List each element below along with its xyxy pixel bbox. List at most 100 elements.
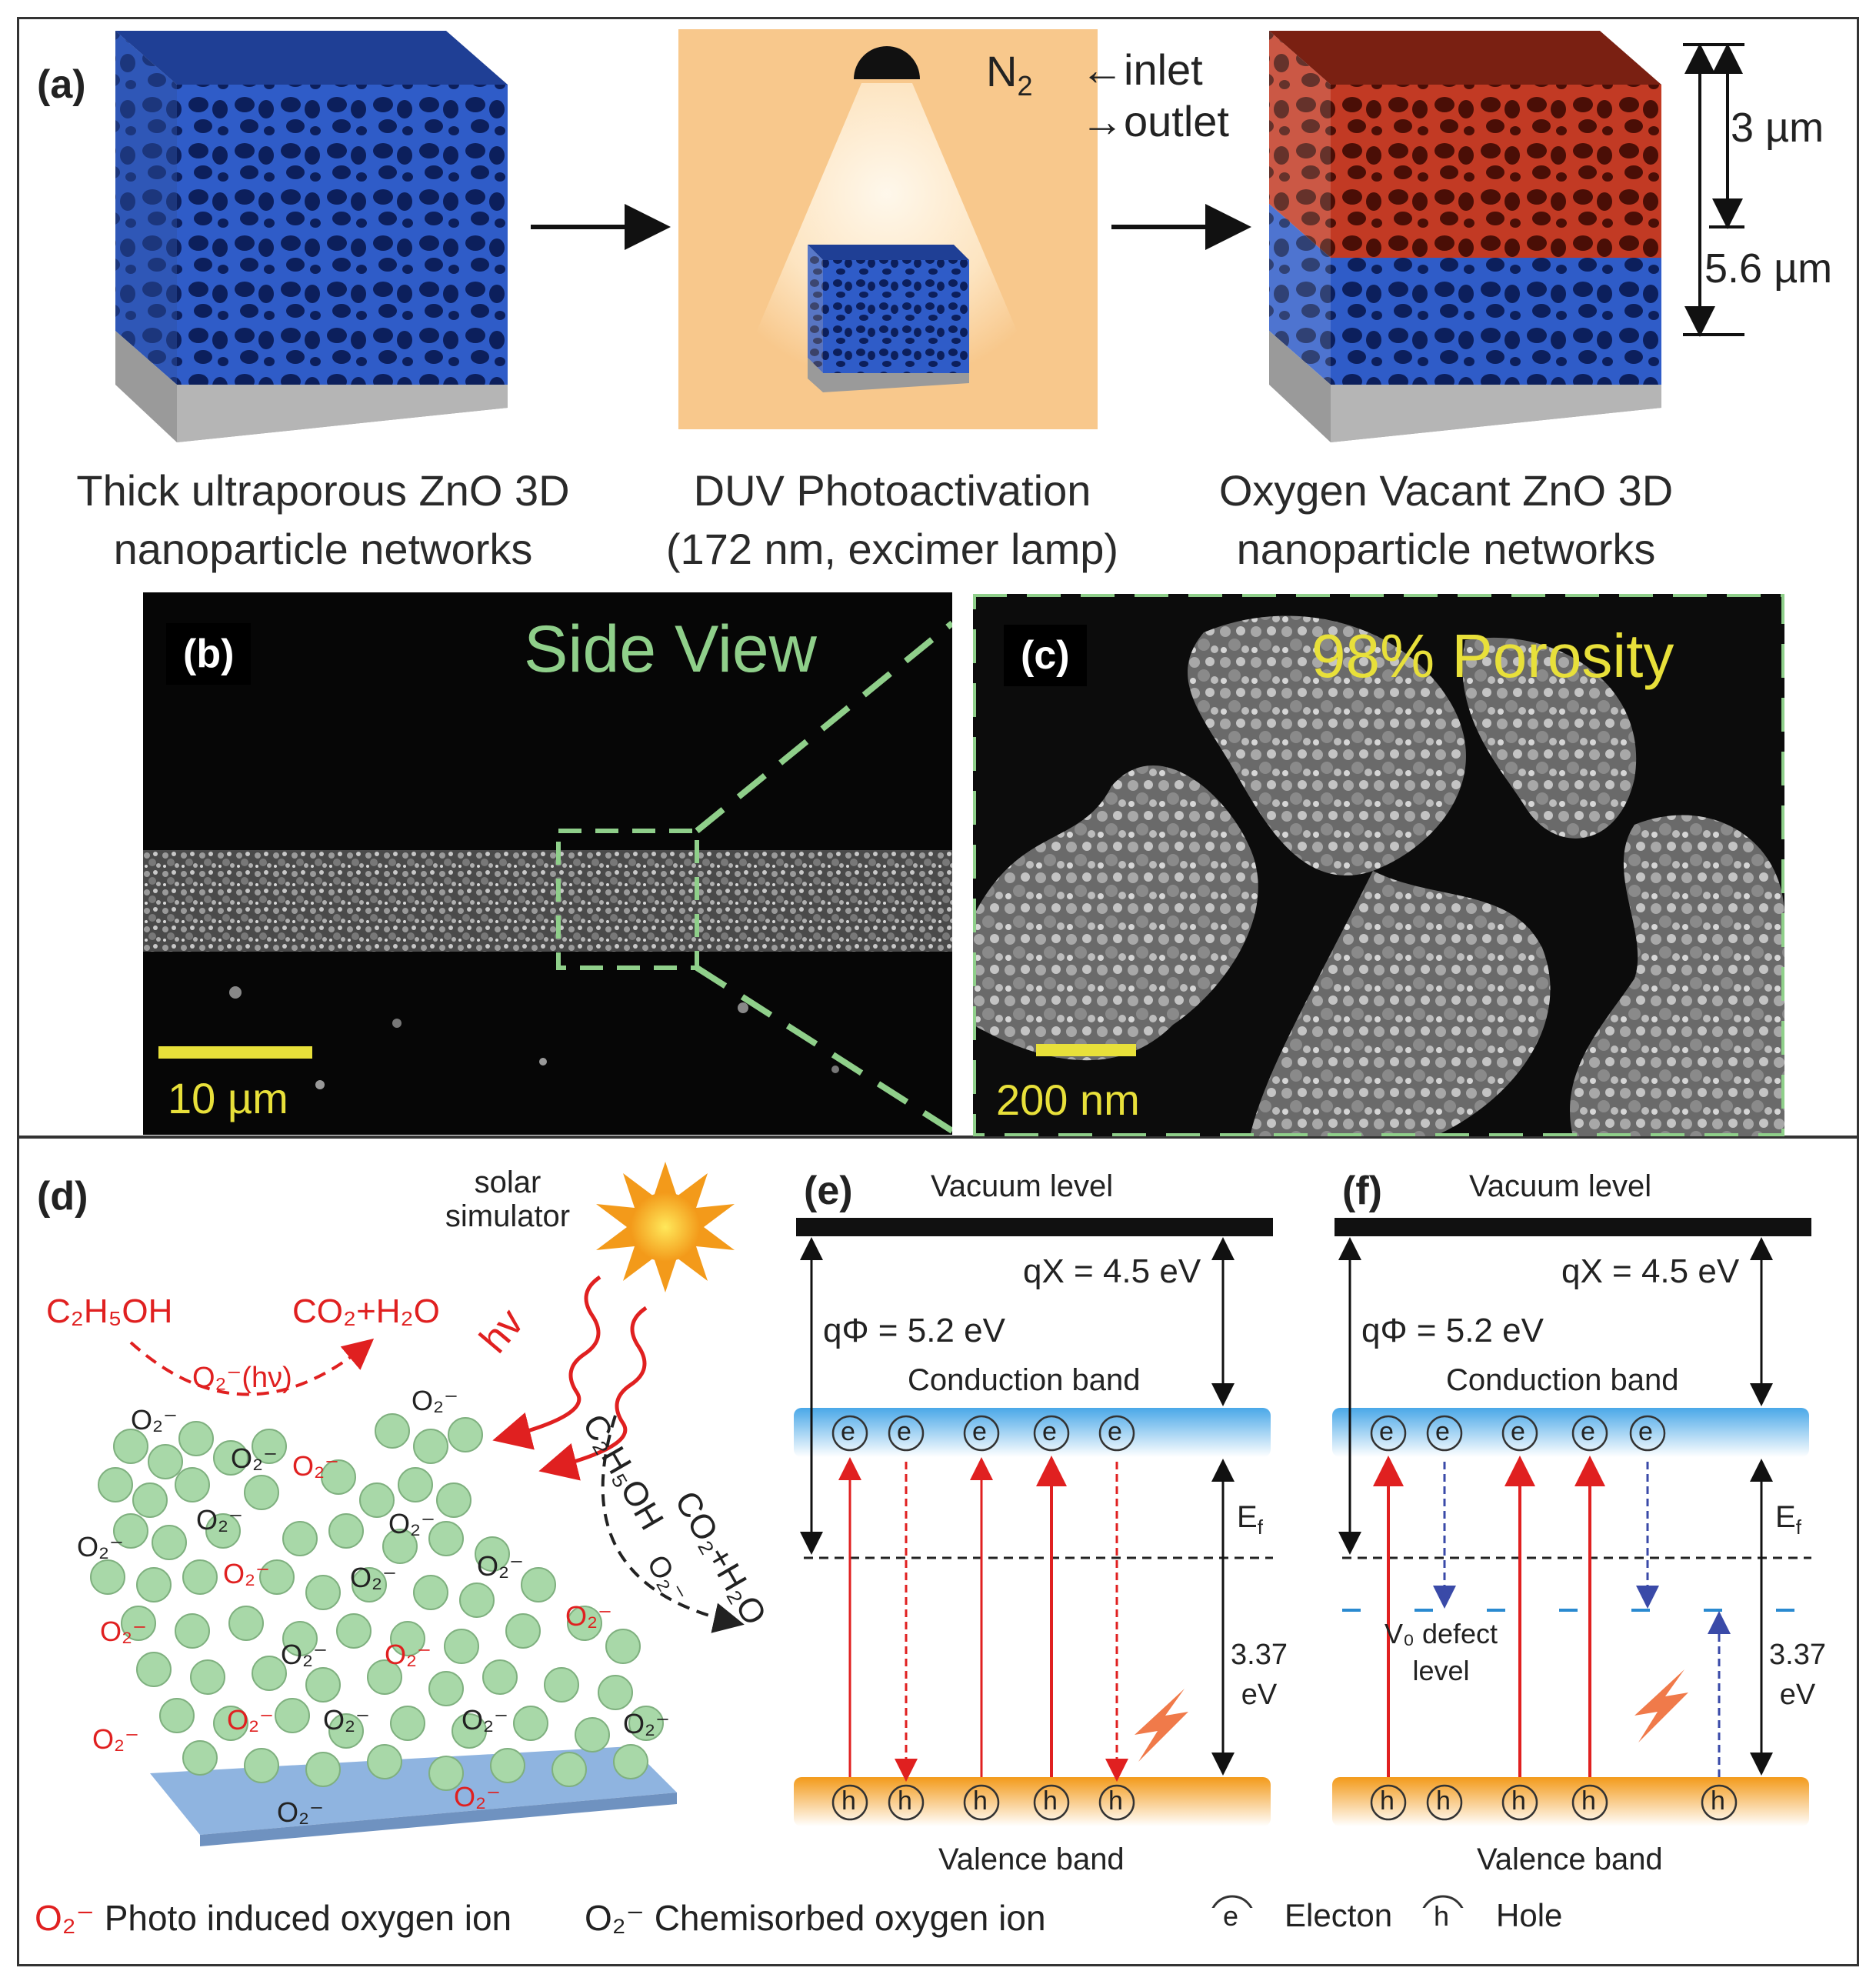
chem-ion-label: O₂⁻ (412, 1385, 458, 1416)
hole-e: h (973, 1786, 988, 1816)
pristine-cube (115, 31, 508, 442)
hole-f: h (1711, 1786, 1725, 1816)
hole-e: h (1108, 1786, 1123, 1816)
inlet-label: ←inlet (1081, 45, 1203, 94)
vacuum-level-f: Vacuum level (1469, 1169, 1652, 1203)
band-diagrams (794, 1218, 1811, 1908)
hole-e: h (898, 1786, 912, 1816)
electron-f: e (1581, 1417, 1595, 1446)
caption-pristine: Thick ultraporous ZnO 3D nanoparticle net… (76, 466, 570, 573)
caption-oxygen-vacant: Oxygen Vacant ZnO 3D nanoparticle network… (1218, 466, 1674, 573)
panel-b-label: (b) (166, 623, 252, 685)
electron-f: e (1435, 1417, 1450, 1446)
electron-e: e (1108, 1417, 1122, 1446)
electron-affinity-e: qX = 4.5 eV (1023, 1252, 1201, 1290)
nanoparticle-cluster (90, 1413, 664, 1791)
electron-f: e (1638, 1417, 1653, 1446)
chem-ion-label: O₂⁻ (323, 1704, 370, 1736)
conduction-band-f: Conduction band (1446, 1363, 1679, 1397)
band-diagram-f (1332, 1218, 1811, 1826)
band-gap-e: 3.37 eV (1231, 1639, 1288, 1711)
gas-label: N2 (986, 47, 1033, 102)
electron-affinity-f: qX = 4.5 eV (1561, 1252, 1740, 1290)
chem-ion-label: O₂⁻ (277, 1796, 324, 1828)
photo-ion-label: O₂⁻ (385, 1639, 432, 1670)
panel-a-label: (a) (37, 62, 86, 107)
sem-porosity-view: (c) 98% Porosity 200 nm (973, 594, 1784, 1136)
figure-bottom-frame (17, 1136, 1859, 1966)
defect-level-label: V₀ defect level (1385, 1618, 1498, 1686)
legend-electron-text: Electon (1285, 1897, 1393, 1933)
electron-e: e (897, 1417, 911, 1446)
electron-e: e (841, 1417, 855, 1446)
photo-ion-label: O₂⁻ (227, 1704, 274, 1736)
panel-a-illustration (115, 29, 1744, 442)
hole-f: h (1436, 1786, 1451, 1816)
chem-ion-label: O₂⁻ (350, 1562, 397, 1593)
sun-icon (596, 1162, 735, 1292)
electron-e: e (972, 1417, 987, 1446)
fermi-level-e: Ef (1237, 1500, 1263, 1539)
hole-f: h (1511, 1786, 1526, 1816)
panel-c-label: (c) (1004, 625, 1087, 686)
chem-ion-label: O₂⁻ (477, 1550, 524, 1582)
legend-electron-symbol (1211, 1895, 1253, 1908)
thickness-dimension (1683, 43, 1744, 337)
hole-e: h (1043, 1786, 1058, 1816)
porosity-title: 98% Porosity (1311, 622, 1674, 690)
photo-ion-label: O₂⁻ (565, 1600, 612, 1632)
outlet-label: →outlet (1081, 97, 1229, 145)
panel-e-label: (e) (804, 1169, 853, 1213)
sem-side-view: (b) Side View 10 µm (143, 592, 952, 1135)
legend-hole-symbol-text: h (1434, 1900, 1450, 1932)
chem-ion-label: O₂⁻ (281, 1639, 328, 1670)
legend-chem-ion: O₂⁻ Chemisorbed oxygen ion (585, 1898, 1046, 1938)
photo-ion-label: O₂⁻ (223, 1558, 270, 1589)
legend-photo-ion: O₂⁻ Photo induced oxygen ion (35, 1898, 512, 1938)
lamp-icon (854, 46, 920, 79)
valence-band-e: Valence band (938, 1843, 1125, 1876)
scale-bar-b-label: 10 µm (168, 1074, 288, 1122)
valence-band-f: Valence band (1477, 1843, 1663, 1876)
activated-cube (1269, 31, 1661, 442)
side-view-title: Side View (524, 612, 817, 686)
vacuum-level-e: Vacuum level (931, 1169, 1114, 1203)
electron-f: e (1511, 1417, 1525, 1446)
electron-e: e (1042, 1417, 1057, 1446)
panel-f-label: (f) (1342, 1169, 1382, 1213)
lightning-icon (1634, 1669, 1688, 1743)
chem-ion-label: O₂⁻ (462, 1704, 508, 1736)
band-diagram-e (794, 1218, 1273, 1826)
fermi-level-f: Ef (1775, 1500, 1801, 1539)
photo-ion-label: O₂⁻ (100, 1616, 147, 1647)
chem-reaction-arc (601, 1415, 745, 1633)
electron-f: e (1379, 1417, 1394, 1446)
legend-hole-text: Hole (1496, 1897, 1563, 1933)
ethanol-reactant-label: C₂H₅OH (46, 1292, 173, 1330)
photo-reaction-arc (129, 1338, 375, 1396)
chem-ion-label: O₂⁻ (77, 1531, 124, 1562)
band-gap-f: 3.37 eV (1769, 1639, 1826, 1711)
scale-bar-c-label: 200 nm (996, 1076, 1140, 1124)
panel-d-illustration (90, 1162, 745, 1846)
sem-side-view-image (143, 620, 952, 1134)
conduction-band-e: Conduction band (908, 1363, 1141, 1397)
chem-ion-label: O₂⁻ (196, 1504, 243, 1536)
photo-ion-label: O₂⁻ (454, 1781, 501, 1813)
chem-ion-label: O₂⁻ (231, 1442, 278, 1474)
substrate-slab (150, 1746, 677, 1835)
light-wave-2 (538, 1306, 648, 1481)
photo-ion-label: O₂⁻ (292, 1450, 339, 1482)
lightning-icon (1135, 1689, 1188, 1762)
light-wave-1 (492, 1275, 601, 1450)
arc-label: O₂⁻(hν) (192, 1362, 292, 1394)
dimension-total-label: 5.6 µm (1704, 245, 1833, 292)
dimension-top-label: 3 µm (1731, 105, 1824, 151)
uv-chamber (678, 29, 1098, 429)
hole-f: h (1380, 1786, 1395, 1816)
hole-f: h (1581, 1786, 1596, 1816)
work-function-e: qΦ = 5.2 eV (823, 1312, 1005, 1349)
caption-photoactivation: DUV Photoactivation (172 nm, excimer lamp… (665, 466, 1119, 573)
photo-ion-label: O₂⁻ (92, 1723, 139, 1755)
hole-e: h (841, 1786, 856, 1816)
